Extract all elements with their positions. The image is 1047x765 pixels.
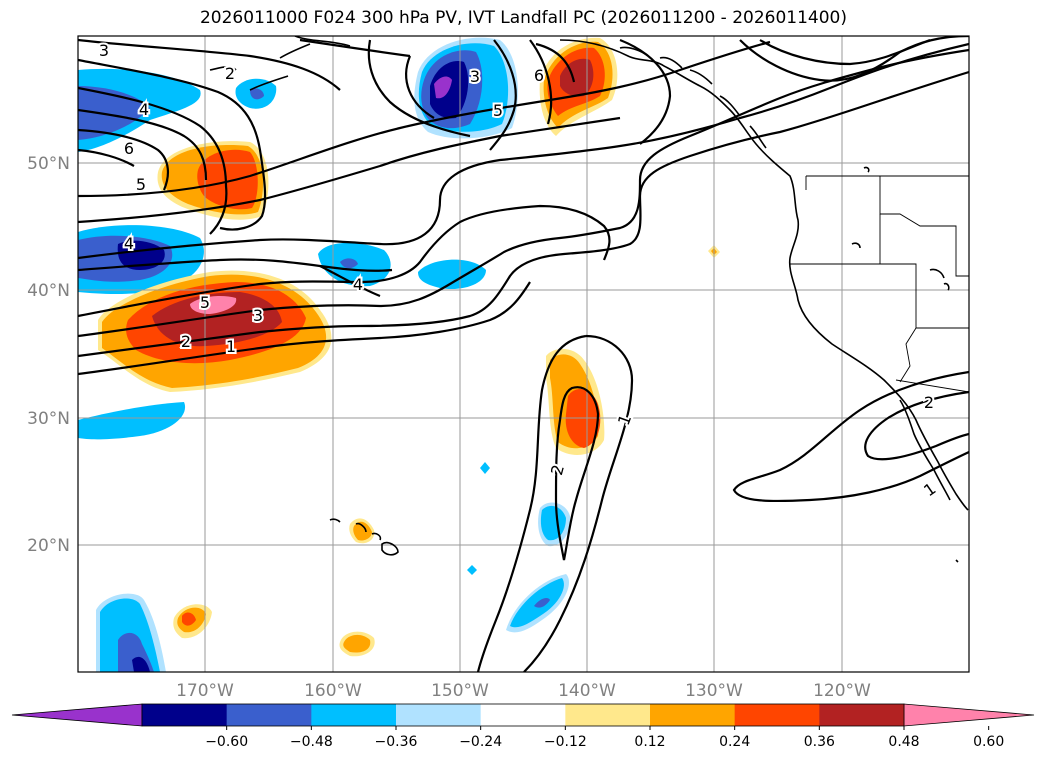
colorbar-tick-label: 0.36 (804, 734, 835, 750)
colorbar-tick-label: −0.36 (375, 734, 418, 750)
map-border (77, 35, 970, 673)
colorbar-tick-label: 0.48 (888, 734, 919, 750)
contour-label: 1 (226, 337, 236, 356)
contour-label: 5 (200, 293, 210, 312)
lat-label: 40°N (27, 281, 70, 301)
colorbar: −0.60 −0.48 −0.36 −0.24 −0.12 0.12 0.24 0.36 0.4… (11, 703, 1035, 750)
contour-label: 3 (470, 67, 480, 86)
colorbar-segment (142, 704, 228, 726)
colorbar-tick-label: 0.60 (973, 734, 1004, 750)
colorbar-extend-high (903, 703, 1035, 727)
colorbar-outline (141, 703, 905, 727)
lon-label: 120°W (813, 681, 871, 701)
contour-label: 5 (136, 175, 146, 194)
colorbar-segment (734, 704, 820, 726)
negative-pv-anomaly-tiny (480, 462, 490, 474)
contour-label: 3 (99, 41, 109, 60)
colorbar-segment (396, 704, 482, 726)
colorbar-segment (226, 704, 312, 726)
colorbar-segment (650, 704, 736, 726)
colorbar-tick-label: 0.24 (719, 734, 750, 750)
contour-label: 2 (181, 332, 191, 351)
contour-label: 2 (225, 64, 235, 83)
graticule (78, 36, 969, 672)
colorbar-segment (819, 704, 905, 726)
contour-label: 4 (139, 100, 149, 119)
negative-pv-anomaly-far-south (96, 593, 166, 672)
negative-pv-anomaly-south (506, 502, 571, 633)
colorbar-tick-label: −0.24 (459, 734, 502, 750)
negative-pv-anomaly-west (78, 225, 204, 294)
positive-pv-anomaly-south (546, 348, 605, 455)
positive-pv-anomaly-far-south (173, 604, 212, 639)
colorbar-tick-label: −0.48 (290, 734, 333, 750)
map-title: 2026011000 F024 300 hPa PV, IVT Landfall… (199, 8, 847, 28)
ivt-contours (78, 36, 969, 672)
latitude-labels: 50°N 40°N 30°N 20°N (27, 154, 70, 556)
lon-label: 140°W (558, 681, 616, 701)
colorbar-extend-low (11, 703, 143, 727)
contour-label: 3 (253, 306, 263, 325)
colorbar-tick-label: −0.60 (205, 734, 248, 750)
positive-pv-anomaly-north (539, 37, 618, 136)
lon-label: 160°W (304, 681, 362, 701)
contour-label: 4 (353, 275, 363, 294)
lat-label: 50°N (27, 154, 70, 174)
colorbar-segment (480, 704, 566, 726)
negative-pv-anomaly-tiny-2 (467, 565, 477, 575)
colorbar-tick-label: 0.12 (634, 734, 665, 750)
negative-pv-anomaly-north (414, 37, 518, 139)
lat-label: 20°N (27, 536, 70, 556)
lon-label: 150°W (431, 681, 489, 701)
lon-label: 130°W (685, 681, 743, 701)
negative-pv-anomaly-southwest-edge (78, 402, 186, 440)
positive-pv-anomaly-hawaii (339, 518, 375, 657)
contour-label: 2 (924, 393, 934, 412)
negative-pv-anomaly-mid (318, 242, 486, 290)
contour-label: 6 (124, 139, 134, 158)
lon-label: 170°W (176, 681, 234, 701)
political-borders (790, 175, 969, 393)
lat-label: 30°N (27, 409, 70, 429)
negative-pv-anomaly-small (235, 78, 277, 109)
longitude-labels: 170°W 160°W 150°W 140°W 130°W 120°W (176, 681, 871, 701)
coastlines (209, 36, 969, 563)
contour-label: 6 (534, 66, 544, 85)
colorbar-tick-label: −0.12 (544, 734, 587, 750)
contour-label: 5 (493, 101, 503, 120)
colorbar-segment (311, 704, 397, 726)
positive-pv-anomaly-west (157, 141, 269, 220)
contour-label: 4 (124, 234, 134, 253)
colorbar-segment (565, 704, 651, 726)
